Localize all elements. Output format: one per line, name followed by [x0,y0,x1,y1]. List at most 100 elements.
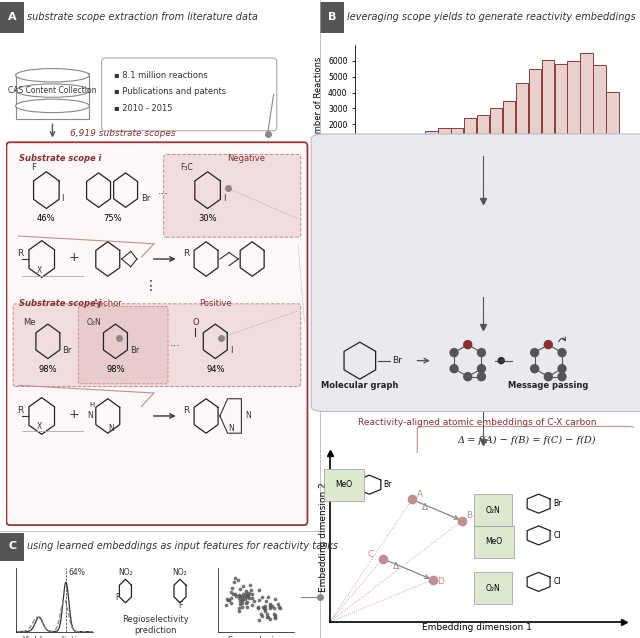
Text: ▪ Publications and patents: ▪ Publications and patents [114,87,226,96]
Point [254,614,264,625]
Bar [15,73,90,119]
Text: CAS Content Collection: CAS Content Collection [8,86,97,95]
Point [237,592,247,602]
Text: O: O [192,318,198,327]
Text: D: D [437,577,444,586]
Text: ▪ 8.1 million reactions: ▪ 8.1 million reactions [114,71,207,80]
Text: Br: Br [62,346,72,355]
Point [239,591,250,601]
Text: B: B [467,512,472,521]
Point [265,599,275,609]
Text: 98%: 98% [106,365,125,374]
Point [273,599,283,609]
Text: Δ: Δ [422,503,428,512]
Bar [426,131,438,156]
Bar [568,61,580,156]
Bar [516,83,528,156]
Text: +: + [68,251,79,264]
Point [223,595,234,605]
Point [235,599,245,609]
Point [243,591,253,601]
Point [245,580,255,590]
Bar [541,60,554,156]
Point [262,612,272,622]
Point [241,588,251,598]
Circle shape [558,348,566,357]
Circle shape [531,365,539,373]
Point [238,589,248,599]
Point [262,609,273,619]
Point [265,602,275,612]
Point [253,603,264,613]
Point [269,595,280,605]
Text: Contrastive learning: Contrastive learning [429,180,528,189]
FancyBboxPatch shape [78,306,168,384]
Circle shape [450,348,458,357]
Text: Δ: Δ [393,562,399,571]
Text: I: I [223,195,225,204]
Point [260,601,270,611]
Point [269,609,279,619]
Point [226,598,236,608]
Point [241,586,252,596]
Circle shape [477,365,485,373]
Point [230,572,240,582]
Point [241,598,251,609]
Text: C: C [368,549,374,558]
Text: N: N [109,424,115,433]
Bar [477,115,489,156]
Text: 64%: 64% [68,568,85,577]
Text: Δ = f(A) − f(B) = f(C) − f(D): Δ = f(A) − f(B) = f(C) − f(D) [458,436,596,445]
Point [227,593,237,604]
Bar [361,149,373,156]
Text: N: N [245,412,251,420]
Point [259,604,269,614]
Text: NO₂: NO₂ [118,568,133,577]
Point [238,581,248,591]
Point [230,589,240,599]
Point [263,612,273,622]
Circle shape [450,365,458,373]
Text: C: C [8,542,16,551]
Text: Anchor: Anchor [93,299,123,308]
Point [249,596,259,606]
Text: NO₂: NO₂ [173,568,188,577]
FancyBboxPatch shape [417,426,637,455]
Point [265,601,275,611]
Point [256,609,266,619]
Point [231,591,241,602]
Text: 30%: 30% [198,214,217,223]
Text: O₂N: O₂N [486,584,500,593]
FancyBboxPatch shape [13,304,301,387]
Point [234,606,244,616]
Point [270,610,280,620]
Text: Me: Me [23,318,36,327]
Point [233,575,243,585]
Ellipse shape [15,99,90,112]
Bar [529,70,541,156]
Point [257,611,268,621]
Point [243,590,253,600]
Point [243,602,253,612]
Text: F: F [115,593,120,602]
Text: A: A [8,12,17,22]
Text: R: R [183,249,189,258]
Bar [593,66,605,156]
Bar [554,64,567,156]
FancyBboxPatch shape [311,134,640,412]
Bar [580,53,593,156]
Text: Cl: Cl [554,531,561,540]
Text: MeO: MeO [335,480,353,489]
Text: A: A [417,491,422,500]
Circle shape [545,341,552,348]
Point [244,588,255,598]
Point [234,590,244,600]
Point [223,595,234,605]
Bar [451,128,463,156]
FancyBboxPatch shape [0,533,24,561]
Text: X: X [37,265,42,274]
Point [227,582,237,593]
Text: 6,919 substrate scopes: 6,919 substrate scopes [70,130,176,138]
Y-axis label: Embedding dimension 2: Embedding dimension 2 [319,482,328,593]
Circle shape [531,348,539,357]
